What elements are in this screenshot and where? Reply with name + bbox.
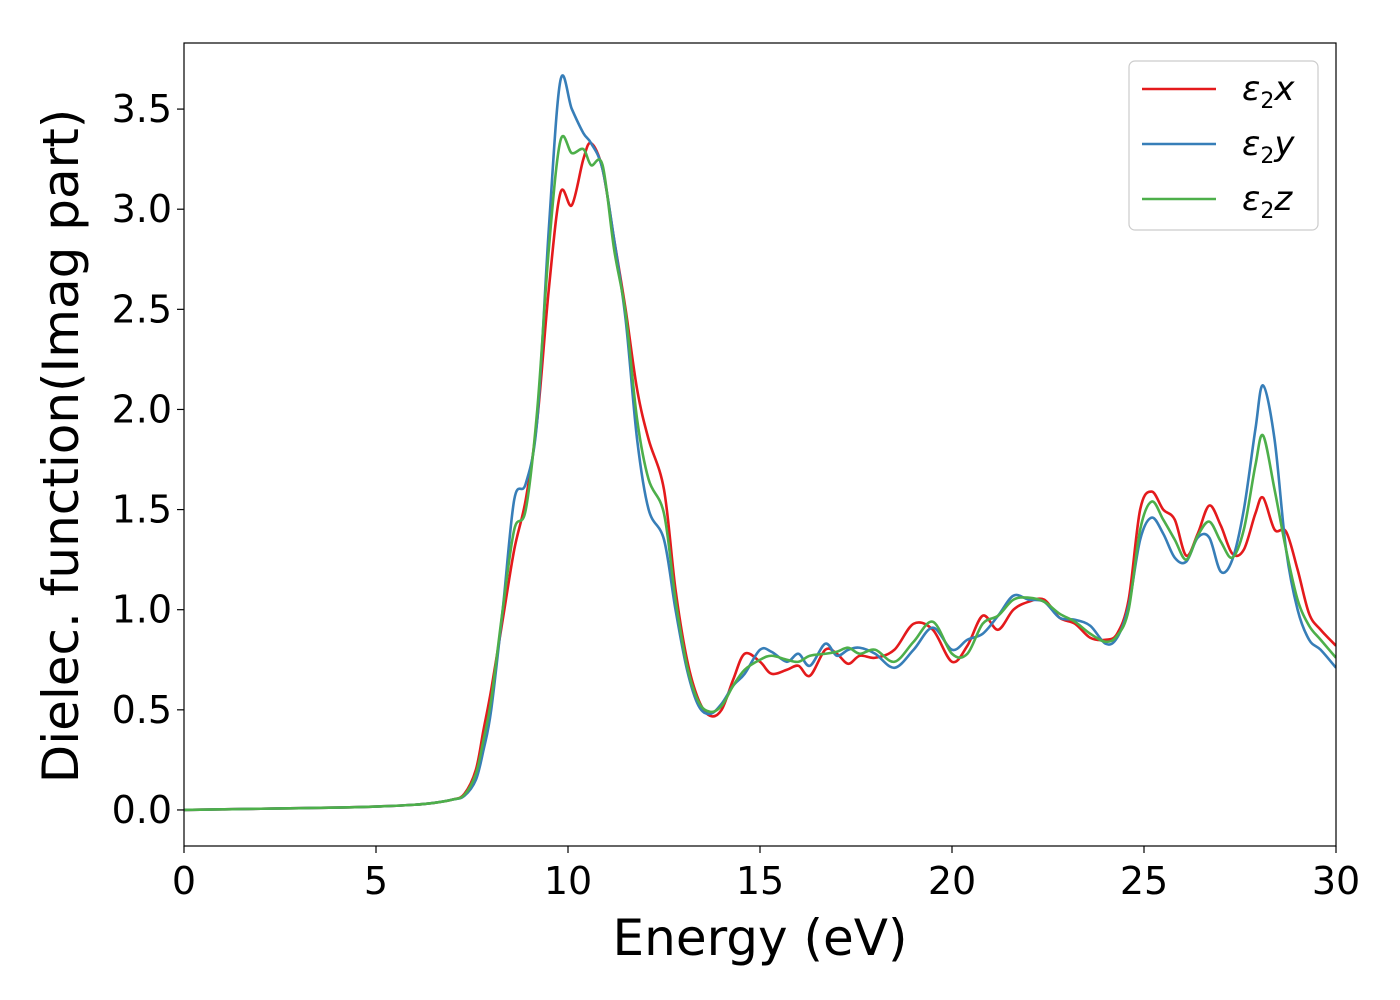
legend-label-subscript: 2 — [1260, 89, 1274, 114]
y-tick-label: 0.5 — [112, 688, 172, 732]
x-axis-title: Energy (eV) — [613, 909, 908, 967]
x-tick-label: 15 — [736, 859, 784, 903]
legend-label-var: z — [1273, 179, 1293, 219]
legend-label-var: y — [1273, 124, 1295, 164]
legend-label-base: ε — [1242, 124, 1260, 164]
x-tick-label: 0 — [172, 859, 196, 903]
y-tick-label: 2.5 — [112, 287, 172, 331]
series-line-x — [184, 141, 1336, 812]
y-axis-ticks: 0.0 0.5 1.0 1.5 2.0 2.5 3.0 3.5 — [112, 87, 184, 832]
y-tick-label: 1.5 — [112, 488, 172, 532]
legend-label-y: ε2y — [1242, 124, 1295, 169]
y-tick-label: 1.0 — [112, 588, 172, 632]
series-layer — [184, 74, 1336, 812]
legend-box — [1128, 60, 1319, 231]
legend-label-z: ε2z — [1242, 179, 1293, 224]
y-tick-label: 3.0 — [112, 187, 172, 231]
legend-label-var: x — [1273, 69, 1295, 109]
y-tick-label: 0.0 — [112, 788, 172, 832]
legend-label-base: ε — [1242, 69, 1260, 109]
x-tick-label: 30 — [1312, 859, 1360, 903]
x-tick-label: 5 — [364, 859, 388, 903]
legend-label-subscript: 2 — [1260, 199, 1274, 224]
series-line-z — [184, 134, 1336, 812]
x-tick-label: 10 — [544, 859, 592, 903]
y-tick-label: 2.0 — [112, 387, 172, 431]
x-tick-label: 25 — [1120, 859, 1168, 903]
legend-label-base: ε — [1242, 179, 1260, 219]
legend-label-x: ε2x — [1242, 69, 1295, 114]
x-tick-label: 20 — [928, 859, 976, 903]
x-axis-ticks: 0 5 10 15 20 25 30 — [172, 846, 1360, 903]
y-axis-title: Dielec. function(Imag part) — [32, 109, 90, 784]
legend-label-subscript: 2 — [1260, 144, 1274, 169]
y-tick-label: 3.5 — [112, 87, 172, 131]
